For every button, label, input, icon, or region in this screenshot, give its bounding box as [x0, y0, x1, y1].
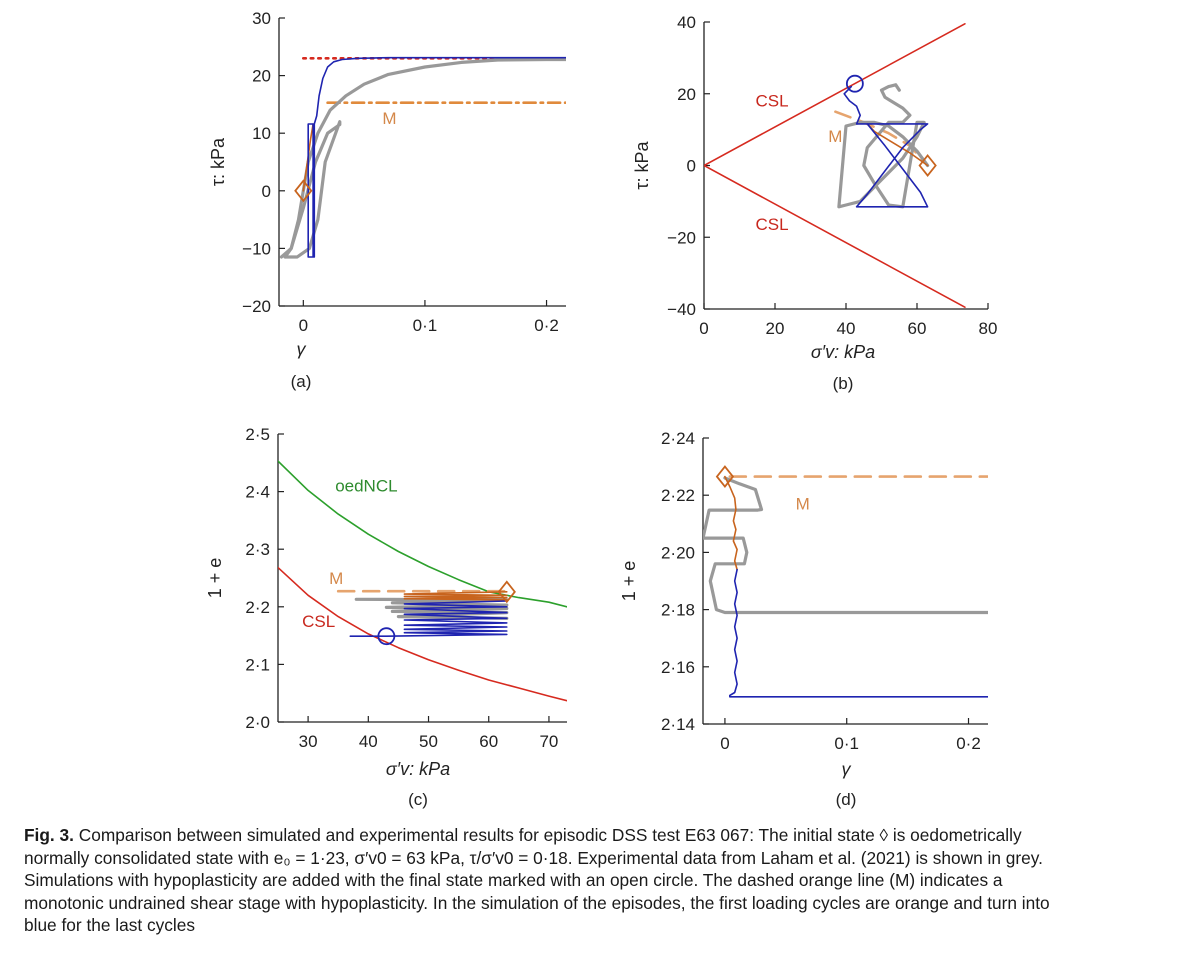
x-axis-label: γ: [297, 339, 307, 359]
x-tick-label: 0·1: [413, 316, 438, 335]
panel-d: 0 0·1 0·2 2·14 2·16 2·18 2·20 2·22 2·24 γ 1 + e (d)…: [619, 429, 988, 809]
annotation-label: CSL: [755, 91, 788, 110]
series-line: [283, 120, 342, 259]
series-line: [307, 56, 566, 258]
series-line: [703, 476, 988, 615]
x-tick-label: 0·2: [956, 734, 981, 753]
x-tick-label: 30: [299, 732, 318, 751]
caption-line-4: monotonic undrained shear stage with hyp…: [24, 892, 1050, 913]
y-tick-label: 2·16: [661, 658, 695, 677]
y-tick-label: −20: [242, 297, 271, 316]
series-line: [834, 110, 929, 167]
x-tick-label: 70: [539, 732, 558, 751]
series-line: [728, 568, 988, 698]
y-tick-label: 0: [262, 182, 271, 201]
annotation-label: M: [828, 127, 842, 146]
x-axis-label: σ′v: kPa: [386, 759, 450, 779]
series-line: [403, 590, 508, 601]
final-state-marker: [845, 74, 864, 93]
y-tick-label: 40: [677, 13, 696, 32]
x-tick-label: 40: [359, 732, 378, 751]
y-tick-label: 2·20: [661, 543, 695, 562]
x-tick-label: 60: [908, 319, 927, 338]
y-tick-label: −20: [667, 228, 696, 247]
series-group: [279, 56, 566, 259]
panel-a: 0 0·1 0·2 −20 −10 0 10 20 30 γ τ: kPa (a) M: [208, 9, 566, 391]
series-line: [843, 85, 929, 208]
initial-state-marker: [294, 179, 313, 203]
series-line: [278, 460, 567, 608]
figure-canvas: 0 0·1 0·2 −20 −10 0 10 20 30 γ τ: kPa (a) M 0 20 40 60 8…: [205, 9, 997, 809]
annotation-label: oedNCL: [335, 477, 397, 496]
annotation-label: CSL: [302, 612, 335, 631]
panel-label: (a): [291, 372, 312, 391]
y-axis-label: 1 + e: [619, 561, 639, 602]
series-line: [704, 22, 966, 167]
final-state-marker: [377, 627, 396, 646]
panel-c: 30 40 50 60 70 2·0 2·1 2·2 2·3 2·4 2·5 σ′v: kPa 1 + …: [205, 425, 567, 809]
y-tick-label: 2·24: [661, 429, 695, 448]
y-tick-label: 2·22: [661, 486, 695, 505]
initial-state-marker: [715, 465, 735, 489]
x-tick-label: 0: [720, 734, 729, 753]
y-tick-label: 2·14: [661, 715, 695, 734]
y-tick-label: −40: [667, 300, 696, 319]
x-tick-label: 40: [837, 319, 856, 338]
y-axis-label: τ: kPa: [632, 140, 652, 189]
caption-fig-label: Fig. 3.: [24, 825, 74, 845]
y-tick-label: 20: [252, 67, 271, 86]
y-tick-label: 10: [252, 124, 271, 143]
series-line: [279, 57, 566, 259]
y-tick-label: 2·0: [245, 713, 270, 732]
panel-label: (c): [408, 790, 428, 809]
caption-line-5: blue for the last cycles: [24, 915, 195, 935]
figure-caption: Fig. 3. Comparison between simulated and…: [24, 824, 1184, 937]
annotation-label: M: [796, 495, 810, 514]
x-axis-label: σ′v: kPa: [811, 342, 875, 362]
caption-line-3: Simulations with hypoplasticity are adde…: [24, 870, 1003, 890]
series-line: [724, 475, 738, 571]
annotation-label: CSL: [755, 215, 788, 234]
x-tick-label: 50: [419, 732, 438, 751]
series-line: [837, 83, 930, 209]
series-group: [703, 475, 988, 698]
panel-b: 0 20 40 60 80 −40 −20 0 20 40 σ′v: kPa τ: kPa (b) CSL…: [632, 13, 997, 393]
caption-text-1: Comparison between simulated and experim…: [78, 825, 1022, 845]
y-tick-label: 2·18: [661, 601, 695, 620]
x-tick-label: 0: [299, 316, 308, 335]
caption-line-2: normally consolidated state with e₀ = 1·…: [24, 847, 1043, 868]
y-tick-label: 2·1: [245, 655, 270, 674]
y-tick-label: 30: [252, 9, 271, 28]
series-line: [278, 566, 567, 702]
y-tick-label: 0: [687, 157, 696, 176]
panel-label: (d): [836, 790, 857, 809]
y-tick-label: 2·3: [245, 540, 270, 559]
series-group: [278, 460, 567, 702]
series-line: [349, 600, 508, 638]
caption-line-1: Fig. 3. Comparison between simulated and…: [24, 824, 1184, 847]
y-tick-label: 20: [677, 85, 696, 104]
y-axis-label: τ: kPa: [208, 137, 228, 186]
x-tick-label: 0·1: [834, 734, 859, 753]
y-tick-label: 2·2: [245, 598, 270, 617]
y-tick-label: 2·4: [245, 483, 270, 502]
panel-label: (b): [833, 374, 854, 393]
x-tick-label: 0·2: [534, 316, 559, 335]
annotation-label: M: [382, 109, 396, 128]
x-tick-label: 0: [699, 319, 708, 338]
series-group: [704, 22, 966, 309]
x-axis-label: γ: [842, 759, 852, 779]
y-tick-label: 2·5: [245, 425, 270, 444]
x-tick-label: 80: [979, 319, 998, 338]
y-axis-label: 1 + e: [205, 558, 225, 599]
x-tick-label: 20: [766, 319, 785, 338]
y-tick-label: −10: [242, 239, 271, 258]
initial-state-marker: [497, 580, 516, 604]
series-line: [704, 164, 966, 309]
initial-state-marker: [918, 154, 937, 177]
x-tick-label: 60: [479, 732, 498, 751]
annotation-label: M: [329, 569, 343, 588]
